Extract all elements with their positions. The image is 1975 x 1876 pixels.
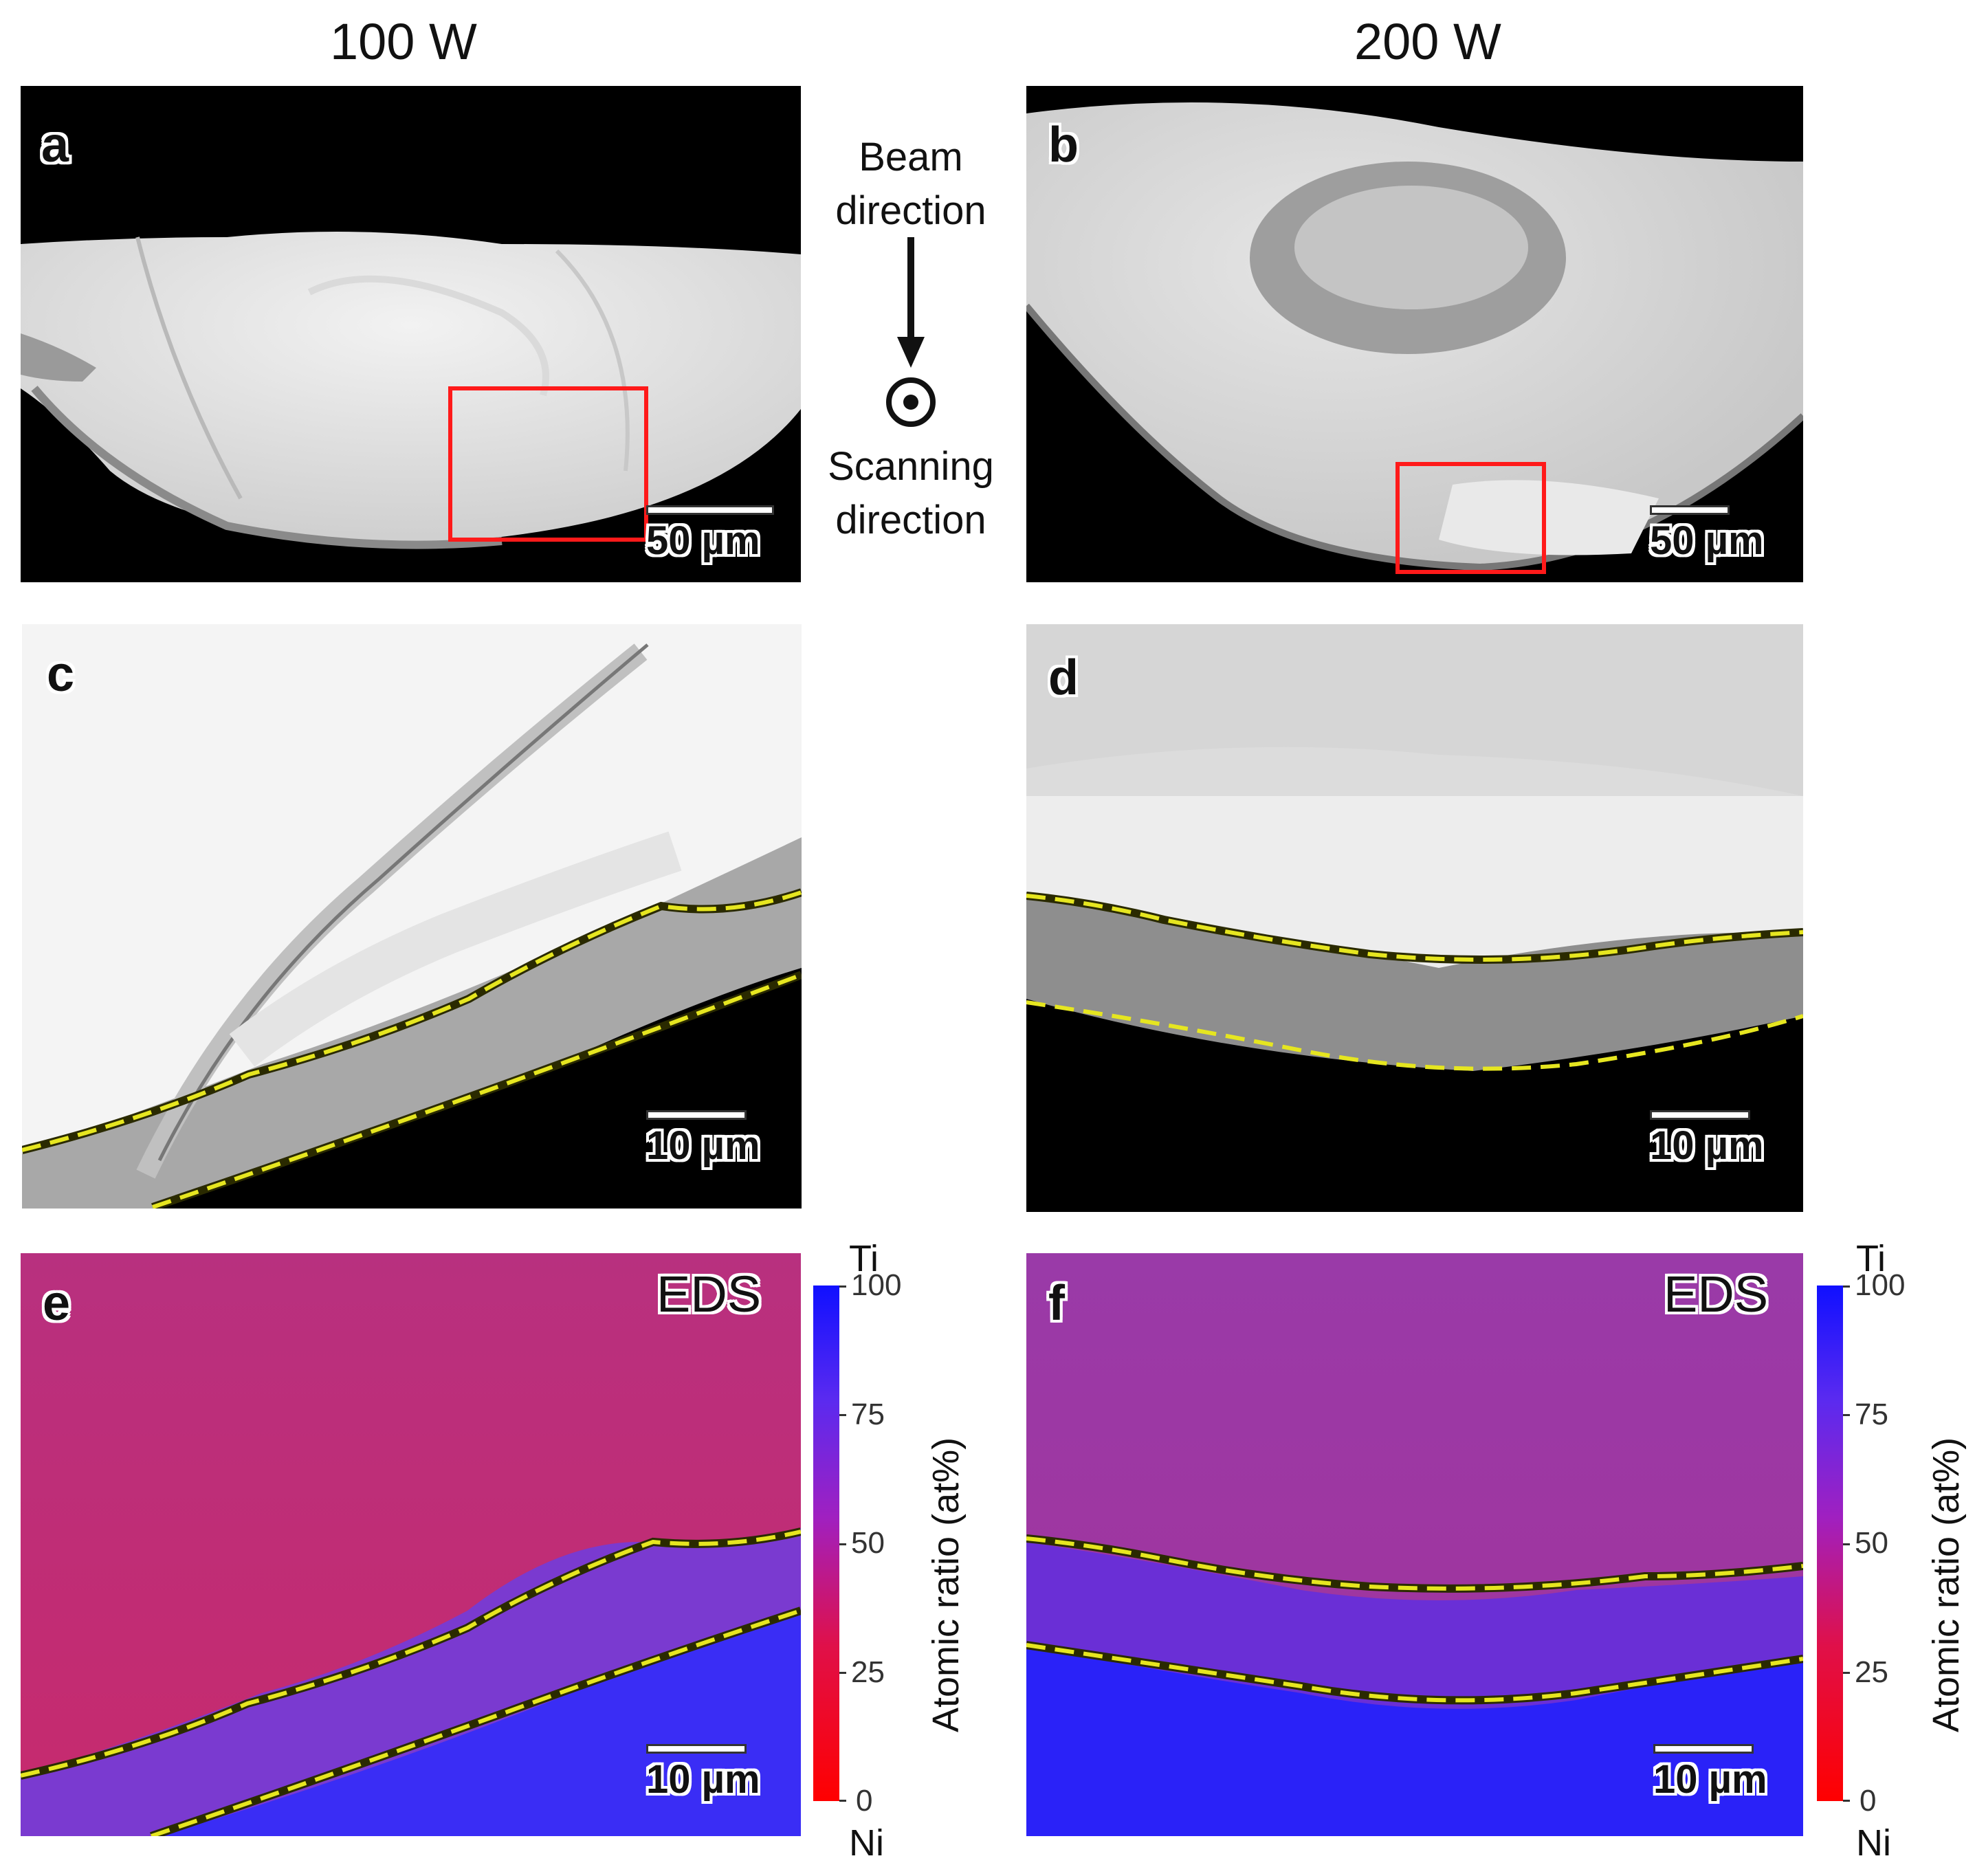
panel-f-label: f [1048,1276,1065,1331]
colorbar-right-tick: 75 [1855,1398,1888,1431]
panel-c-label: c [47,647,75,702]
colorbar-right-tick: 25 [1855,1655,1888,1689]
scale-bar-label: 10 µm [646,1123,760,1168]
panel-f-eds-map [1026,1253,1803,1836]
panel-d-label: d [1048,650,1079,705]
scale-bar-line [646,1744,747,1754]
panel-e-scale-bar: 10 µm [646,1744,760,1802]
panel-a-scale-bar: 50 µm [646,505,774,564]
panel-d-scale-bar: 10 µm [1650,1110,1764,1169]
colorbar-left-bottom-label: Ni [849,1822,884,1864]
scale-bar-line [1653,1744,1754,1754]
scan-line-1: Scanning [828,444,994,489]
colorbar-left-tick: 25 [851,1655,885,1689]
scale-bar-label: 10 µm [646,1757,760,1802]
scale-bar-line [1650,1110,1750,1120]
colorbar-left-top-label: Ti [849,1238,879,1279]
scanning-direction-label: Scanning direction [797,440,1024,547]
panel-e-eds-tag: EDS [657,1266,762,1323]
panel-e-eds-map [21,1253,801,1836]
scan-line-2: direction [835,498,986,542]
column-title-100w: 100 W [330,13,477,70]
scale-bar-label: 10 µm [1650,1123,1764,1168]
beam-arrow-icon [886,237,936,427]
scale-bar-line [646,505,774,515]
scale-bar-line [1650,505,1730,515]
panel-c-scale-bar: 10 µm [646,1110,760,1169]
panel-b-label: b [1048,118,1079,173]
panel-f-eds-tag: EDS [1664,1266,1769,1323]
beam-line-1: Beam [859,135,963,179]
colorbar-right-tick: 100 [1855,1268,1906,1302]
panel-a-label: a [41,118,69,173]
colorbar-left [813,1285,839,1801]
panel-a-sem-image [21,86,801,582]
beam-direction-label: Beam direction [797,131,1024,238]
colorbar-right [1817,1285,1843,1801]
panel-f-scale-bar: 10 µm [1653,1744,1767,1802]
column-title-200w: 200 W [1354,13,1501,70]
panel-b-scale-bar: 50 µm [1650,505,1764,564]
beam-line-2: direction [835,188,986,233]
colorbar-left-title: Atomic ratio (at%) [925,1437,967,1732]
colorbar-left-tick: 100 [851,1268,902,1302]
panel-b-sem-image [1026,86,1803,582]
colorbar-right-bottom-label: Ni [1856,1822,1891,1864]
colorbar-left-tick: 75 [851,1398,885,1431]
colorbar-right-top-label: Ti [1856,1238,1886,1279]
colorbar-left-tick: 50 [851,1526,885,1560]
scale-bar-label: 10 µm [1653,1757,1767,1802]
panel-e-label: e [43,1276,71,1331]
scale-bar-label: 50 µm [646,518,760,563]
colorbar-right-tick: 0 [1860,1784,1877,1818]
colorbar-right-title: Atomic ratio (at%) [1926,1437,1967,1732]
scale-bar-line [646,1110,747,1120]
colorbar-right-tick: 50 [1855,1526,1888,1560]
scale-bar-label: 50 µm [1650,518,1764,563]
colorbar-left-tick: 0 [856,1784,873,1818]
